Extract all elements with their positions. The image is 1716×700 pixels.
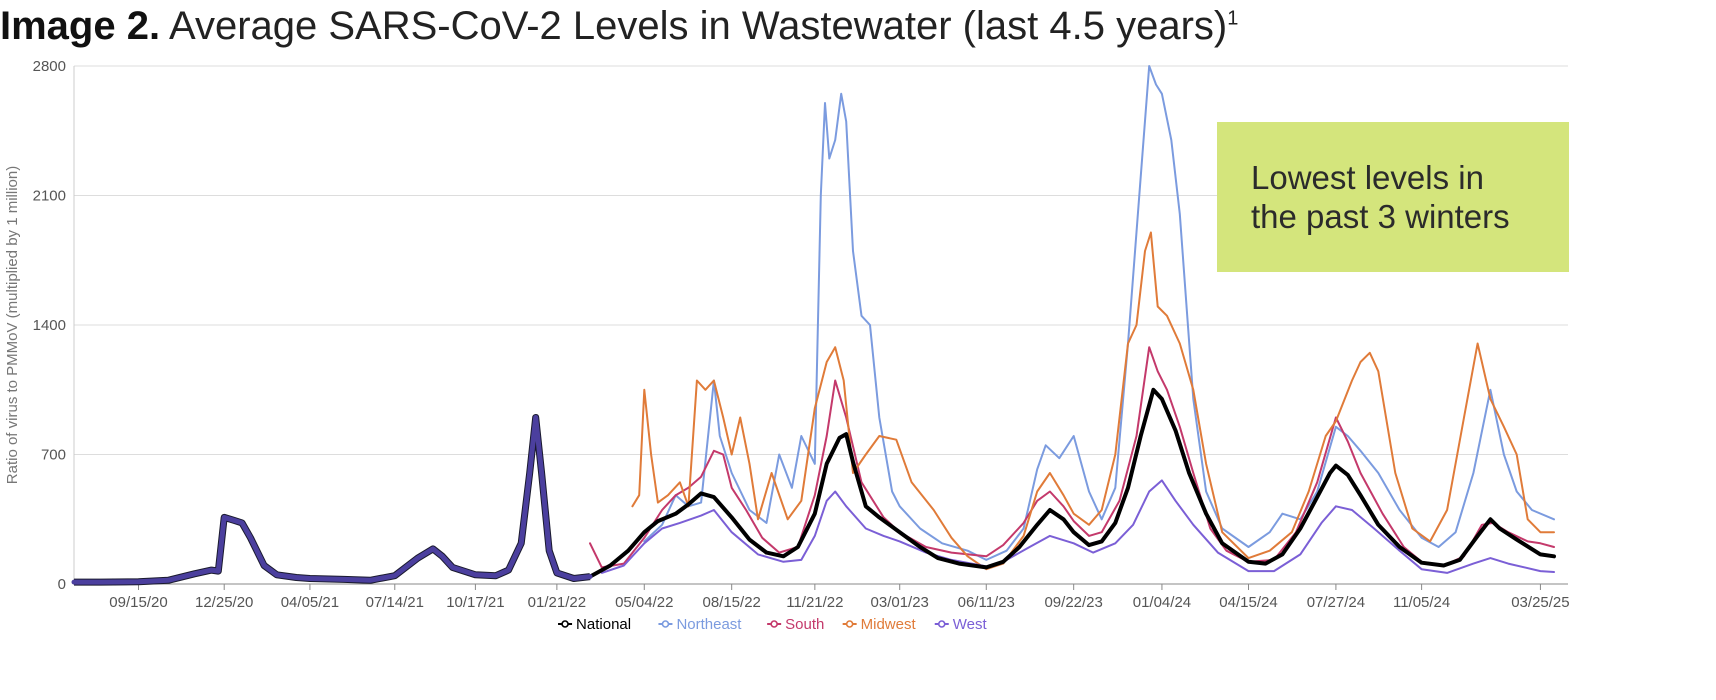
legend-marker-west [937, 620, 946, 628]
legend-marker-northeast [661, 620, 670, 628]
figure-title-text: Average SARS-CoV-2 Levels in Wastewater … [168, 4, 1228, 48]
legend-marker-national [561, 620, 569, 628]
legend-label-south: South [785, 616, 824, 633]
annotation-line-1: Lowest levels in [1251, 159, 1484, 196]
x-tick-label: 09/15/20 [109, 594, 167, 611]
annotation-box [1217, 122, 1569, 272]
y-axis-label: Ratio of virus to PMMoV (multiplied by 1… [4, 166, 21, 484]
series-line-south [589, 346, 1555, 569]
x-tick-label: 08/15/22 [702, 594, 760, 611]
legend-marker-south [770, 620, 778, 628]
series-line-midwest [631, 231, 1555, 571]
title-footnote: 1 [1227, 7, 1239, 30]
figure-label: Image 2. [0, 4, 161, 48]
y-axis-ticks: 0 700 1400 2100 2800 [33, 60, 66, 593]
x-tick-label: 03/25/25 [1511, 594, 1569, 611]
x-tick-label: 03/01/23 [871, 594, 929, 611]
y-tick-label: 0 [58, 576, 66, 593]
annotation-line-2: the past 3 winters [1251, 198, 1510, 235]
x-tick-label: 01/21/22 [528, 594, 586, 611]
series-line-west [600, 479, 1555, 574]
x-tick-label: 07/27/24 [1307, 594, 1365, 611]
x-tick-label: 11/21/22 [786, 594, 843, 611]
x-tick-label: 07/14/21 [366, 594, 424, 611]
wastewater-line-chart: 0 700 1400 2100 2800 Ratio of virus to PMMoV… [4, 60, 1570, 633]
legend: National Northeast South Midwest West [558, 616, 987, 633]
legend-label-west: West [953, 616, 988, 633]
series-line-northeast [643, 65, 1555, 561]
y-tick-label: 2800 [33, 60, 66, 75]
grid-lines [73, 65, 1568, 585]
legend-marker-midwest [845, 620, 854, 628]
x-axis-ticks: 09/15/20 12/25/20 04/05/21 07/14/21 10/17/21… [109, 584, 1570, 611]
x-tick-label: 01/04/24 [1133, 594, 1191, 611]
x-tick-label: 09/22/23 [1044, 594, 1102, 611]
legend-label-northeast: Northeast [676, 616, 742, 633]
x-tick-label: 12/25/20 [195, 594, 253, 611]
y-tick-label: 1400 [33, 317, 66, 334]
x-tick-label: 11/05/24 [1393, 594, 1450, 611]
figure-title: Image 2. Average SARS-CoV-2 Levels in Wa… [0, 4, 1238, 49]
x-tick-label: 06/11/23 [958, 594, 1015, 611]
legend-label-national: National [576, 616, 631, 633]
series-lines [71, 65, 1556, 586]
series-line-early-national [71, 415, 593, 585]
y-tick-label: 700 [41, 447, 66, 464]
annotation-callout: Lowest levels in the past 3 winters [1217, 122, 1569, 272]
x-tick-label: 04/05/21 [281, 594, 339, 611]
x-tick-label: 05/04/22 [615, 594, 673, 611]
x-tick-label: 04/15/24 [1219, 594, 1277, 611]
x-tick-label: 10/17/21 [446, 594, 504, 611]
legend-label-midwest: Midwest [861, 616, 917, 633]
y-tick-label: 2100 [33, 188, 66, 205]
